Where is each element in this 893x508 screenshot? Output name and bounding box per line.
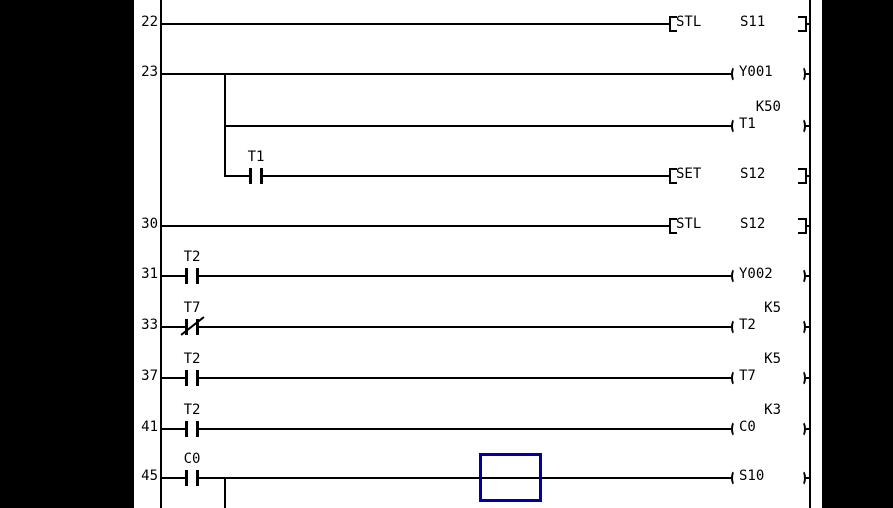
bracket-open-icon[interactable]	[669, 16, 677, 32]
coil-constant: K5	[764, 351, 781, 367]
contact-label: T2	[183, 402, 201, 418]
rung-line	[224, 175, 249, 177]
coil-open-arc-icon[interactable]	[731, 319, 739, 335]
coil-open-arc-icon[interactable]	[731, 118, 739, 134]
instruction-op[interactable]: STL	[676, 216, 702, 232]
selection-cursor[interactable]	[479, 453, 542, 502]
coil-constant: K3	[764, 402, 781, 418]
coil-open-arc-icon[interactable]	[731, 66, 739, 82]
rung-line	[199, 377, 731, 379]
contact-label: T2	[183, 249, 201, 265]
connector-line	[806, 326, 811, 328]
rung-line	[162, 23, 669, 25]
contact-bar-right[interactable]	[260, 168, 263, 184]
instruction-op[interactable]: SET	[676, 166, 702, 182]
connector-line	[807, 175, 811, 177]
connector-line	[806, 125, 811, 127]
contact-bar-left[interactable]	[185, 268, 188, 284]
connector-line	[806, 275, 811, 277]
instruction-operand[interactable]: S12	[740, 166, 766, 182]
step-number: 30	[141, 216, 158, 232]
rung-line	[162, 275, 185, 277]
coil-open-arc-icon[interactable]	[731, 470, 739, 486]
contact-label: T7	[183, 300, 201, 316]
rung-line	[199, 275, 731, 277]
connector-line	[806, 73, 811, 75]
rung-line	[162, 377, 185, 379]
coil-open-arc-icon[interactable]	[731, 268, 739, 284]
step-number: 22	[141, 14, 158, 30]
rung-line	[263, 175, 669, 177]
contact-bar-left[interactable]	[185, 370, 188, 386]
connector-line	[806, 377, 811, 379]
step-number: 31	[141, 266, 158, 282]
coil-close-arc-icon[interactable]	[798, 66, 806, 82]
ladder-canvas[interactable]: 22 STL S11 23 Y001 K50 T1 T1 SET S12 30 …	[134, 0, 822, 508]
contact-bar-right[interactable]	[196, 319, 199, 335]
contact-bar-left[interactable]	[249, 168, 252, 184]
contact-bar-left[interactable]	[185, 319, 188, 335]
rung-line	[199, 477, 731, 479]
contact-bar-left[interactable]	[185, 470, 188, 486]
contact-bar-right[interactable]	[196, 470, 199, 486]
step-number: 37	[141, 368, 158, 384]
rung-line	[162, 477, 185, 479]
bracket-close-icon[interactable]	[798, 218, 807, 234]
coil-constant: K50	[755, 99, 781, 115]
contact-bar-right[interactable]	[196, 421, 199, 437]
coil-close-arc-icon[interactable]	[798, 319, 806, 335]
step-number: 33	[141, 317, 158, 333]
coil-device[interactable]: S10	[739, 468, 765, 484]
rung-line	[199, 428, 731, 430]
power-rail-left	[160, 0, 162, 508]
coil-device[interactable]: T2	[739, 317, 756, 333]
instruction-operand[interactable]: S11	[740, 14, 766, 30]
contact-label: T2	[183, 351, 201, 367]
rung-line	[162, 73, 731, 75]
coil-constant: K5	[764, 300, 781, 316]
branch-line	[224, 477, 226, 508]
connector-line	[807, 225, 811, 227]
coil-device[interactable]: T1	[739, 116, 756, 132]
coil-close-arc-icon[interactable]	[798, 470, 806, 486]
bracket-close-icon[interactable]	[798, 168, 807, 184]
coil-device[interactable]: Y001	[739, 64, 773, 80]
power-rail-right	[809, 0, 811, 508]
step-number: 45	[141, 468, 158, 484]
step-number: 41	[141, 419, 158, 435]
connector-line	[806, 23, 811, 25]
contact-label: T1	[247, 149, 265, 165]
coil-device[interactable]: Y002	[739, 266, 773, 282]
contact-bar-right[interactable]	[196, 268, 199, 284]
step-number: 23	[141, 64, 158, 80]
connector-line	[806, 428, 811, 430]
connector-line	[806, 477, 811, 479]
contact-bar-left[interactable]	[185, 421, 188, 437]
instruction-op[interactable]: STL	[676, 14, 702, 30]
contact-label: C0	[183, 451, 201, 467]
coil-close-arc-icon[interactable]	[798, 370, 806, 386]
coil-open-arc-icon[interactable]	[731, 421, 739, 437]
rung-line	[162, 326, 185, 328]
bracket-open-icon[interactable]	[669, 168, 677, 184]
coil-close-arc-icon[interactable]	[798, 268, 806, 284]
rung-line	[162, 428, 185, 430]
rung-line	[199, 326, 731, 328]
coil-device[interactable]: T7	[739, 368, 756, 384]
rung-line	[162, 225, 669, 227]
coil-close-arc-icon[interactable]	[798, 118, 806, 134]
instruction-operand[interactable]: S12	[740, 216, 766, 232]
contact-bar-right[interactable]	[196, 370, 199, 386]
coil-device[interactable]: C0	[739, 419, 756, 435]
coil-open-arc-icon[interactable]	[731, 370, 739, 386]
rung-line	[224, 125, 731, 127]
coil-close-arc-icon[interactable]	[798, 421, 806, 437]
bracket-open-icon[interactable]	[669, 218, 677, 234]
